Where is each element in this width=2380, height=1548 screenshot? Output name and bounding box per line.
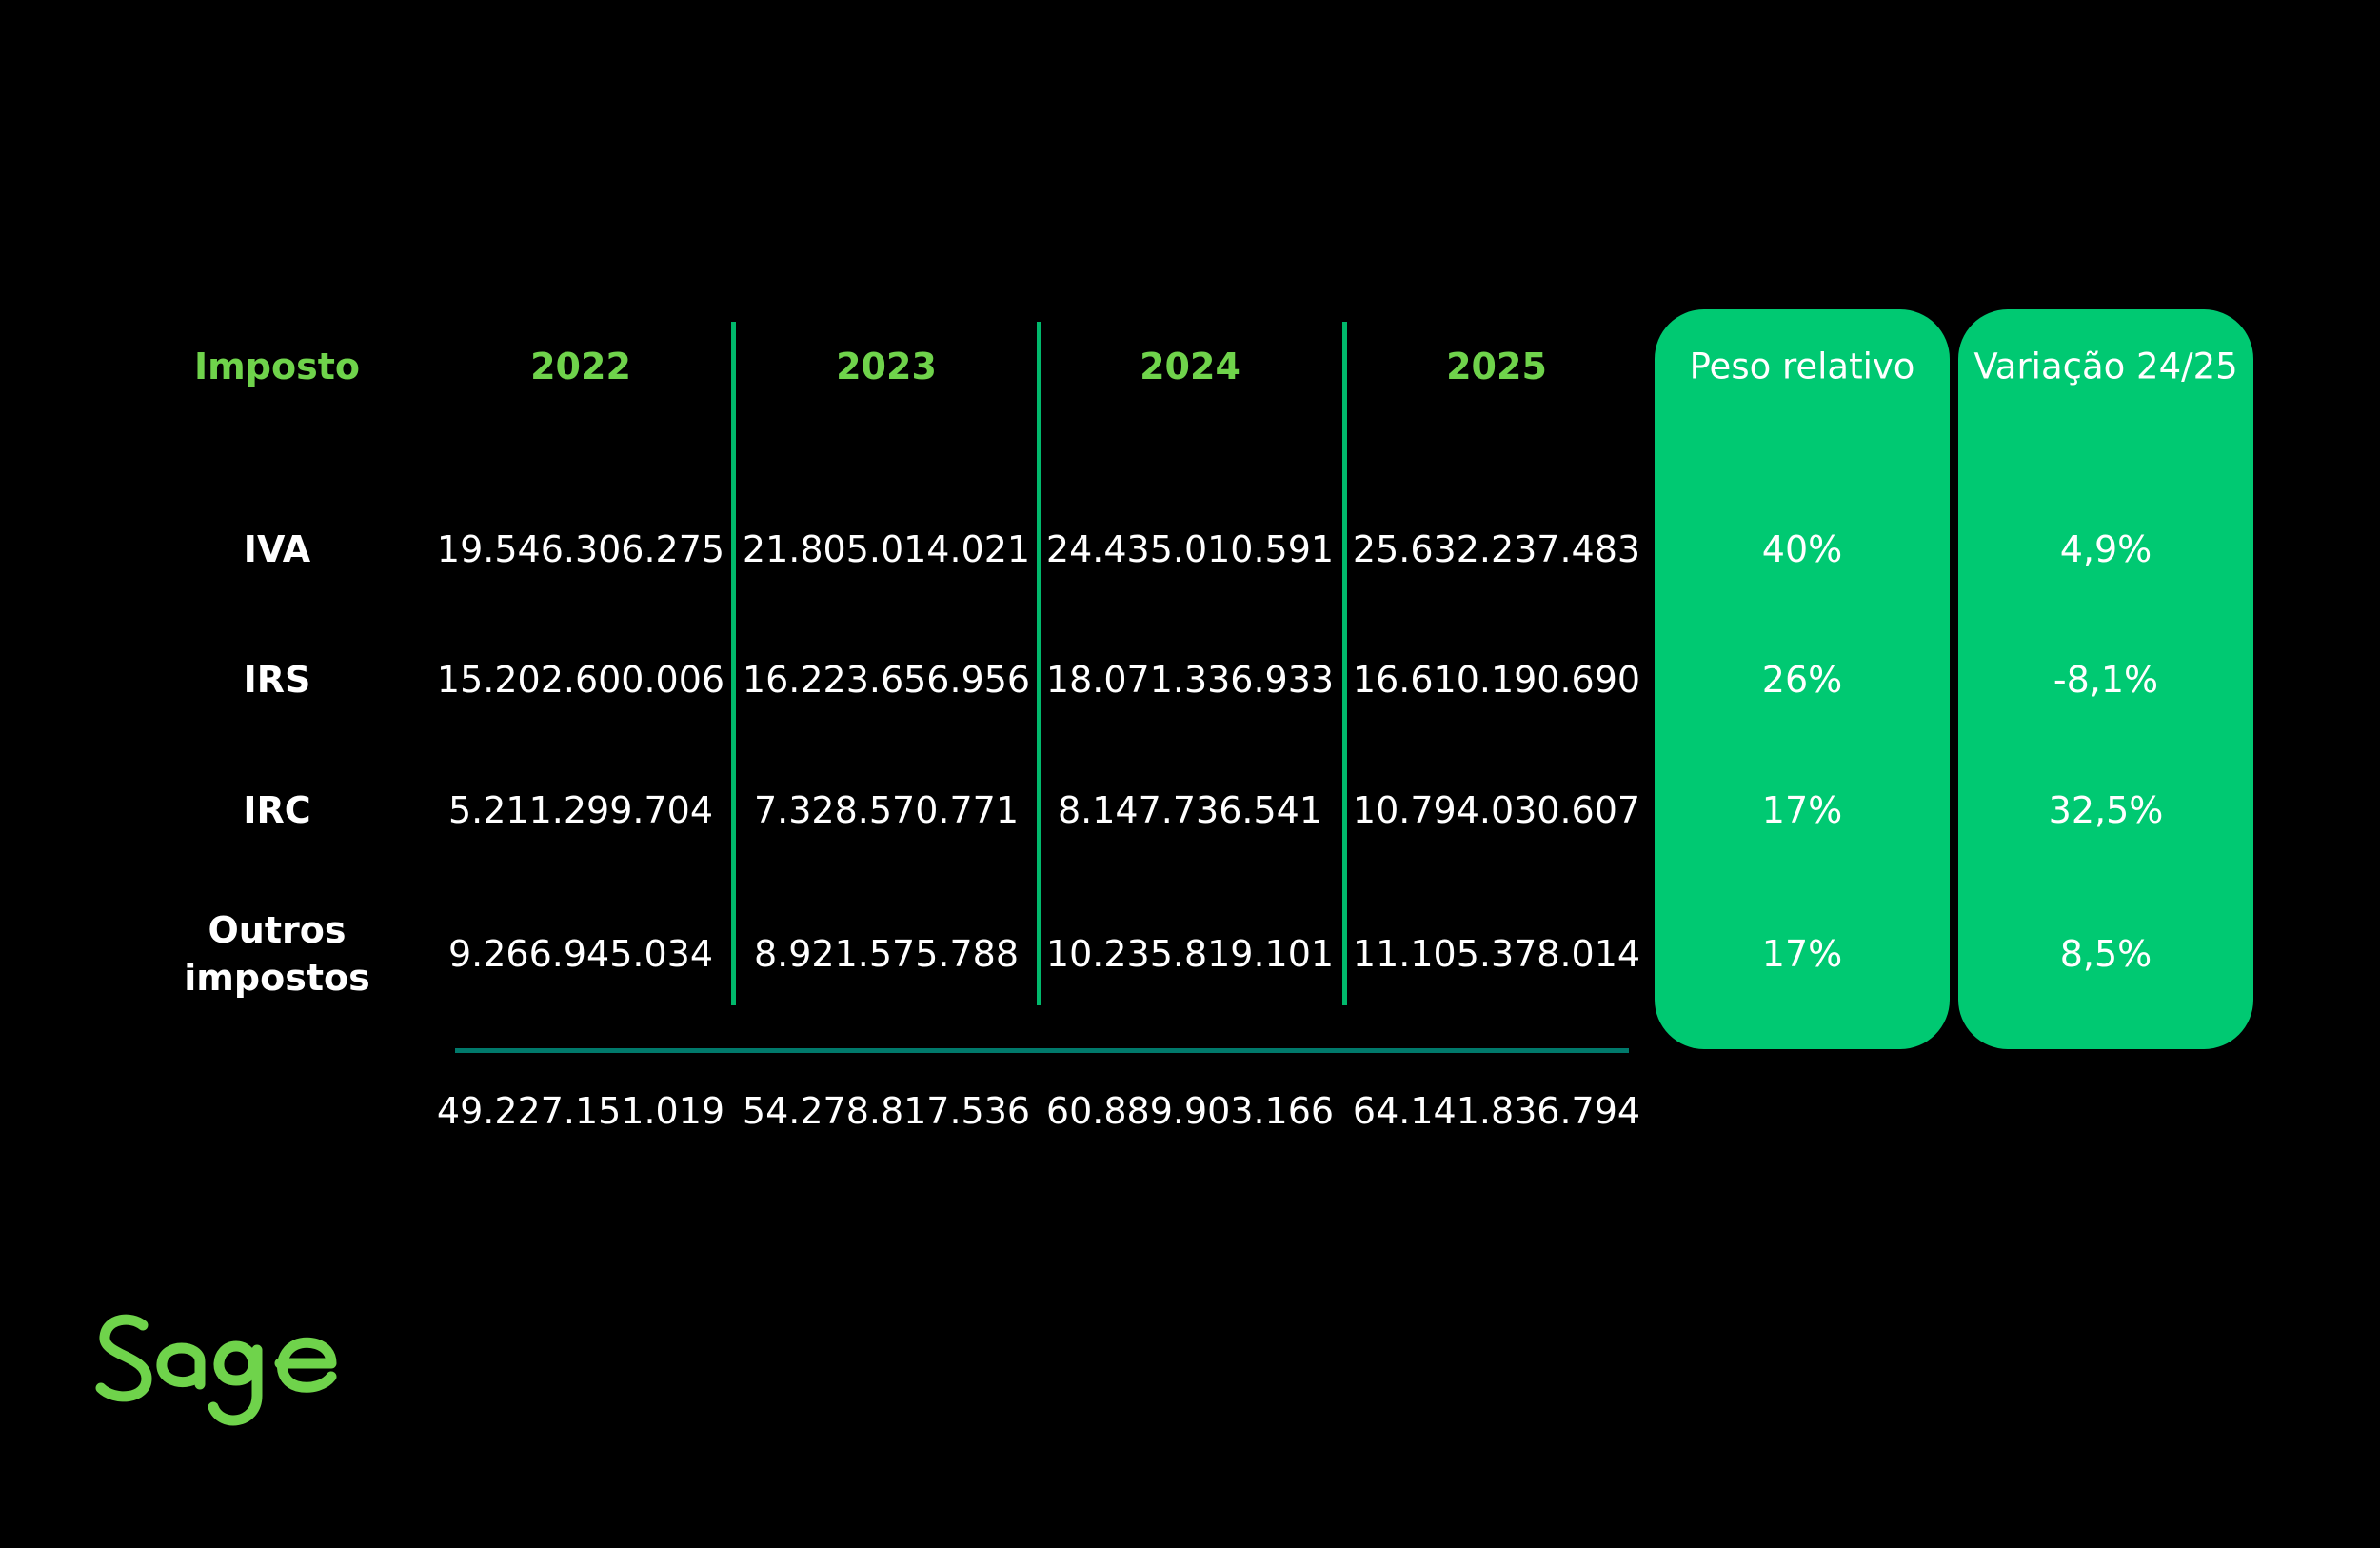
- header-year-2024: 2024: [1140, 346, 1240, 387]
- variacao-column: [1958, 309, 2253, 1049]
- value-outros-2022: 9.266.945.034: [447, 933, 714, 975]
- value-irc-2024: 8.147.736.541: [1057, 789, 1323, 831]
- value-irc-2022: 5.211.299.704: [447, 789, 714, 831]
- total-2025: 64.141.836.794: [1352, 1090, 1641, 1132]
- sage-logo-icon: [95, 1314, 337, 1426]
- value-outros-2024: 10.235.819.101: [1045, 933, 1335, 975]
- value-irs-2025: 16.610.190.690: [1352, 659, 1641, 701]
- row-label-line: impostos: [184, 957, 370, 999]
- totals-divider: [455, 1048, 1629, 1053]
- header-imposto: Imposto: [194, 346, 360, 387]
- row-label-outros-impostos: Outros impostos: [184, 906, 369, 1002]
- value-irs-2023: 16.223.656.956: [742, 659, 1031, 701]
- value-iva-2023: 21.805.014.021: [742, 528, 1031, 570]
- column-divider: [1342, 322, 1347, 1005]
- value-irc-2023: 7.328.570.771: [753, 789, 1020, 831]
- variation-irs: -8,1%: [2053, 659, 2159, 701]
- weight-irs: 26%: [1761, 659, 1843, 701]
- row-label-irc: IRC: [243, 789, 311, 831]
- header-variacao: Variação 24/25: [1973, 346, 2238, 387]
- value-outros-2025: 11.105.378.014: [1352, 933, 1641, 975]
- column-divider: [731, 322, 736, 1005]
- total-2023: 54.278.817.536: [742, 1090, 1031, 1132]
- value-irc-2025: 10.794.030.607: [1352, 789, 1641, 831]
- header-year-2025: 2025: [1446, 346, 1547, 387]
- weight-irc: 17%: [1761, 789, 1843, 831]
- weight-iva: 40%: [1761, 528, 1843, 570]
- peso-relativo-column: [1655, 309, 1950, 1049]
- header-peso-relativo: Peso relativo: [1689, 346, 1915, 387]
- variation-irc: 32,5%: [2048, 789, 2164, 831]
- column-divider: [1037, 322, 1041, 1005]
- weight-outros: 17%: [1761, 933, 1843, 975]
- value-outros-2023: 8.921.575.788: [753, 933, 1020, 975]
- variation-outros: 8,5%: [2059, 933, 2152, 975]
- total-2022: 49.227.151.019: [436, 1090, 725, 1132]
- value-irs-2024: 18.071.336.933: [1045, 659, 1335, 701]
- total-2024: 60.889.903.166: [1045, 1090, 1335, 1132]
- row-label-line: Outros: [208, 909, 347, 951]
- header-year-2022: 2022: [530, 346, 631, 387]
- header-year-2023: 2023: [836, 346, 937, 387]
- value-iva-2024: 24.435.010.591: [1045, 528, 1335, 570]
- row-label-irs: IRS: [243, 659, 311, 701]
- value-iva-2022: 19.546.306.275: [436, 528, 725, 570]
- variation-iva: 4,9%: [2059, 528, 2152, 570]
- row-label-iva: IVA: [243, 528, 311, 570]
- value-iva-2025: 25.632.237.483: [1352, 528, 1641, 570]
- value-irs-2022: 15.202.600.006: [436, 659, 725, 701]
